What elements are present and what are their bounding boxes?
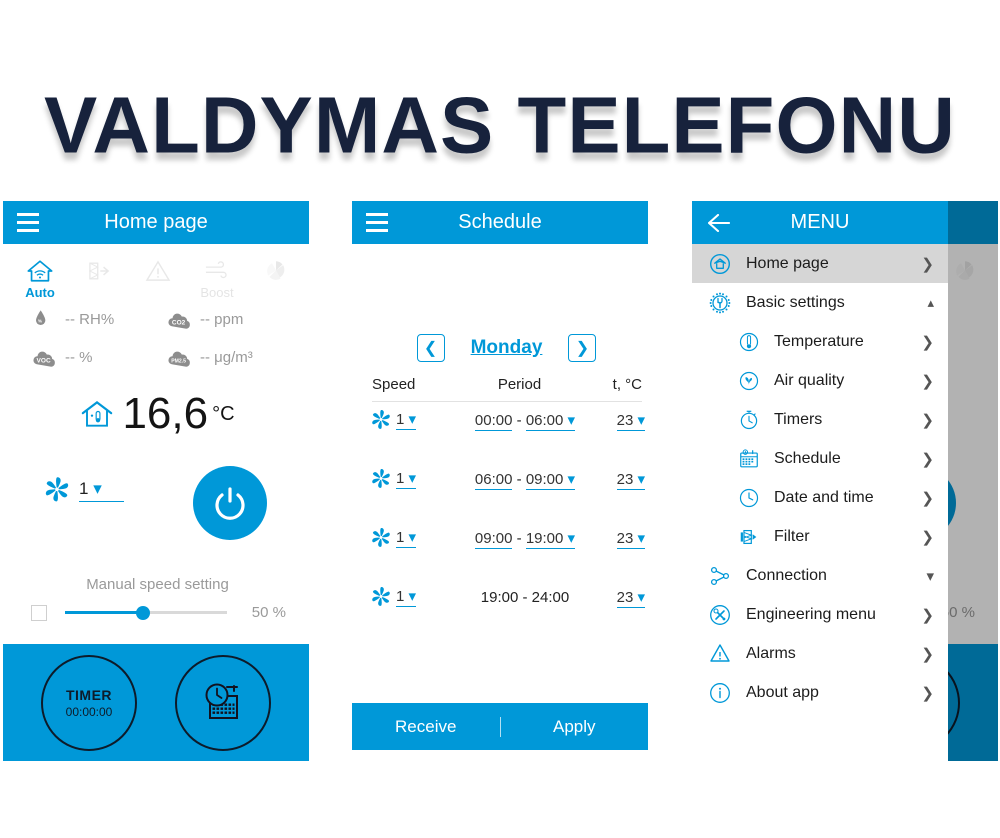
svg-text:PM2.5: PM2.5 bbox=[171, 358, 186, 364]
svg-text:VOC: VOC bbox=[37, 357, 51, 364]
svg-text:CO2: CO2 bbox=[172, 319, 186, 326]
